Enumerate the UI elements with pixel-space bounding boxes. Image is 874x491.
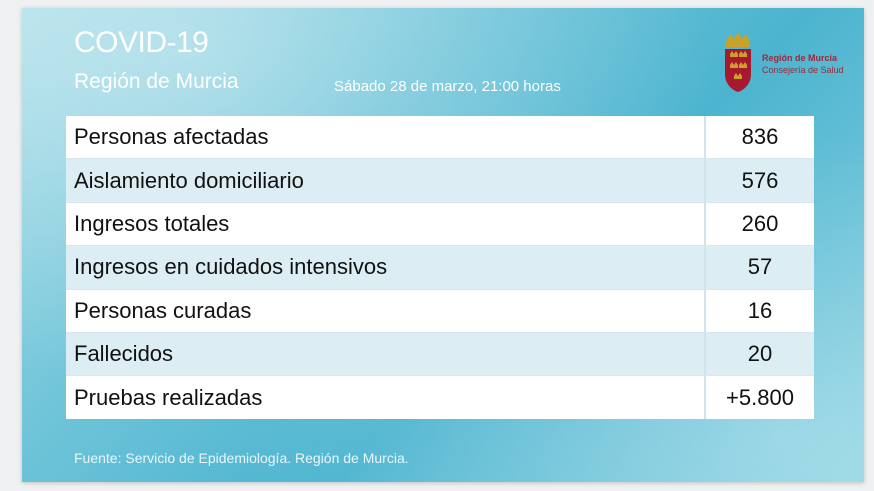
row-label: Ingresos totales — [66, 202, 706, 246]
row-value: 16 — [747, 297, 773, 323]
row-label: Pruebas realizadas — [66, 376, 706, 419]
row-label: Personas afectadas — [66, 116, 706, 159]
info-card: COVID-19 Región de Murcia Sábado 28 de m… — [22, 8, 864, 482]
row-label: Personas curadas — [66, 289, 706, 332]
row-label: Ingresos en cuidados intensivos — [66, 246, 706, 289]
table-row: Personas curadas 16 — [66, 289, 814, 333]
coat-of-arms-icon — [725, 32, 751, 92]
logo-region-name: Región de Murcia — [762, 53, 838, 63]
table-row: Ingresos en cuidados intensivos 57 — [66, 246, 814, 290]
table-row: Pruebas realizadas +5.800 — [66, 376, 814, 419]
table-row: Fallecidos 20 — [66, 332, 814, 377]
page-subtitle: Región de Murcia — [74, 70, 239, 93]
row-value: 260 — [741, 210, 779, 236]
row-value: 20 — [747, 341, 773, 367]
report-date: Sábado 28 de marzo, 21:00 horas — [334, 78, 561, 95]
statistics-table: Personas afectadas 836 Aislamiento domic… — [66, 116, 814, 419]
region-logo: Región de Murcia Consejería de Salud — [720, 28, 860, 98]
row-label: Aislamiento domiciliario — [66, 159, 706, 202]
row-value: 57 — [747, 254, 773, 280]
source-note: Fuente: Servicio de Epidemiología. Regió… — [74, 450, 409, 466]
table-row: Personas afectadas 836 — [66, 116, 814, 160]
table-row: Ingresos totales 260 — [66, 202, 814, 247]
row-value: 576 — [741, 167, 779, 193]
logo-department-name: Consejería de Salud — [762, 65, 844, 75]
row-value: 836 — [741, 124, 779, 150]
page-title: COVID-19 — [74, 26, 209, 59]
table-row: Aislamiento domiciliario 576 — [66, 159, 814, 203]
row-label: Fallecidos — [66, 332, 706, 376]
row-value: +5.800 — [726, 384, 794, 410]
